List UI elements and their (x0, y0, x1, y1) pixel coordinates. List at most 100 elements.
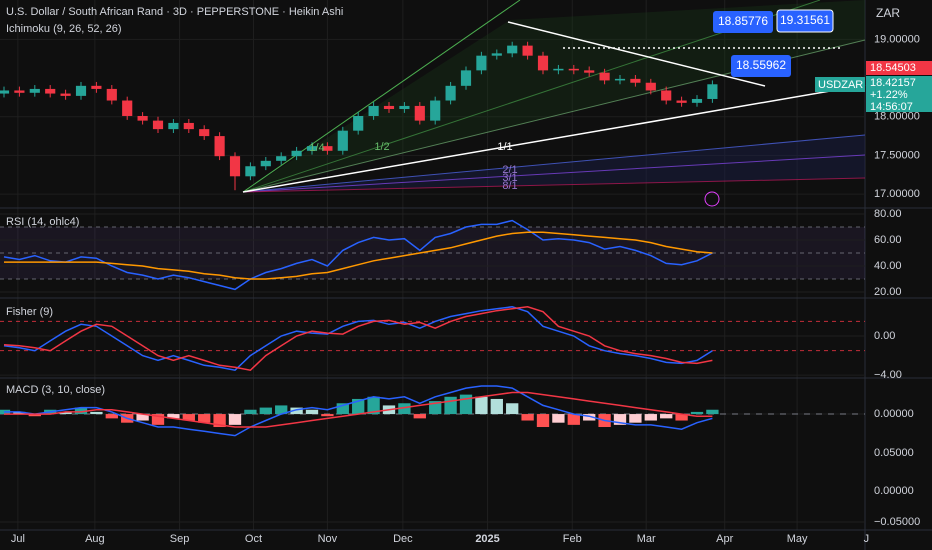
histogram-bar (552, 414, 565, 423)
candle-body (214, 136, 225, 157)
histogram-bar (475, 396, 488, 415)
candle-body (491, 53, 502, 56)
histogram-bar (198, 414, 211, 423)
histogram-bar (321, 414, 334, 417)
candle-body (322, 146, 333, 151)
candle-body (430, 100, 441, 121)
histogram-bar (228, 414, 242, 425)
series-line (3, 306, 713, 372)
x-tick-label: Aug (85, 533, 105, 545)
candle-body (460, 70, 472, 86)
symbol-tag (815, 77, 865, 92)
y-tick-label: 0.00 (874, 330, 895, 342)
histogram-bar (613, 414, 627, 425)
x-tick-label: 2025 (475, 533, 499, 545)
y-tick-label: 40.00 (874, 260, 902, 272)
candle-body (106, 88, 117, 101)
candle-body (383, 105, 395, 110)
candle-body (676, 100, 687, 103)
candle-body (399, 105, 410, 110)
candle-body (353, 115, 364, 131)
fan-line (242, 177, 866, 193)
candle-body (291, 150, 302, 157)
histogram-bar (398, 403, 411, 415)
histogram-bar (506, 403, 519, 415)
candle-body (630, 78, 641, 83)
event-icon (704, 191, 720, 207)
y-tick-label: −4.00 (874, 369, 902, 381)
candle-body (45, 88, 56, 94)
candle-body (0, 90, 10, 94)
x-tick-label: J (864, 533, 870, 545)
candle-body (553, 68, 564, 71)
x-tick-label: Dec (393, 533, 413, 545)
histogram-bar (105, 414, 118, 419)
candle-body (445, 85, 456, 101)
y-axis-text: 0.05000 (874, 447, 914, 459)
candle-body (507, 45, 518, 54)
fan-label: 8/1 (502, 180, 517, 192)
histogram-bar (167, 414, 180, 419)
candle-body (691, 98, 703, 103)
candle-body (414, 105, 425, 121)
candle-body (568, 68, 579, 71)
series-line (4, 391, 713, 428)
last-price-label: 14:56:07 (870, 101, 913, 113)
candle-body (537, 55, 549, 71)
marks (0, 41, 719, 437)
histogram-bar (413, 414, 426, 419)
alert-label: 19.31561 (780, 13, 830, 27)
histogram-bar (90, 411, 103, 415)
candle-body (168, 122, 179, 130)
histogram-bar (13, 411, 26, 415)
y-tick-label: 20.00 (874, 286, 902, 298)
histogram-bar (660, 414, 673, 419)
histogram-bar (444, 396, 457, 415)
fan-label: 3/1 (502, 172, 517, 184)
candle-body (75, 85, 87, 96)
candle-body (645, 82, 656, 91)
labels: Jul Aug Sep Oct Nov Dec 2025 Feb Mar Apr May J 19.00… (6, 6, 932, 545)
histogram-bar (521, 414, 534, 421)
trend-line (242, 84, 866, 193)
candle-body (368, 105, 379, 116)
candle-body (60, 93, 71, 96)
drawings (242, 0, 866, 207)
candle-body (183, 122, 194, 130)
alert-label: 18.55962 (736, 58, 786, 72)
candle-body (199, 129, 210, 137)
y-tick-label: 0.00000 (874, 408, 914, 420)
y-tick-label: 17.00000 (874, 188, 920, 200)
price-tag (866, 61, 932, 75)
last-price-tag (866, 76, 932, 112)
fan-line (242, 154, 866, 193)
fan-label: 1/4 (309, 142, 324, 154)
histogram-bar (151, 414, 165, 425)
candle-body (614, 78, 626, 81)
y-axis-text: 0.00000 (874, 485, 914, 497)
last-price-label: +1.22% (870, 89, 908, 101)
x-tick-label: Sep (170, 533, 190, 545)
candle-body (122, 100, 133, 116)
histogram-bar (367, 396, 380, 415)
candle-body (14, 90, 25, 93)
series-line (4, 231, 713, 280)
x-tick-label: Apr (716, 533, 733, 545)
histogram-bar (305, 409, 319, 415)
last-price-label: 18.42157 (870, 77, 916, 89)
x-tick-label: Oct (245, 533, 262, 545)
panel-title: Fisher (9) (6, 306, 53, 318)
y-tick-label: 19.00000 (874, 33, 920, 45)
histogram-bar (244, 409, 257, 415)
y-tick-label: 80.00 (874, 208, 902, 220)
y-tick-label: −0.05000 (874, 516, 920, 528)
histogram-bar (567, 414, 580, 425)
histogram-bar (28, 414, 41, 417)
histogram-bar (136, 414, 149, 421)
candle-body (337, 130, 348, 151)
histogram-bar (59, 411, 72, 415)
histogram-bar (536, 414, 550, 428)
histogram-bar (675, 414, 688, 421)
